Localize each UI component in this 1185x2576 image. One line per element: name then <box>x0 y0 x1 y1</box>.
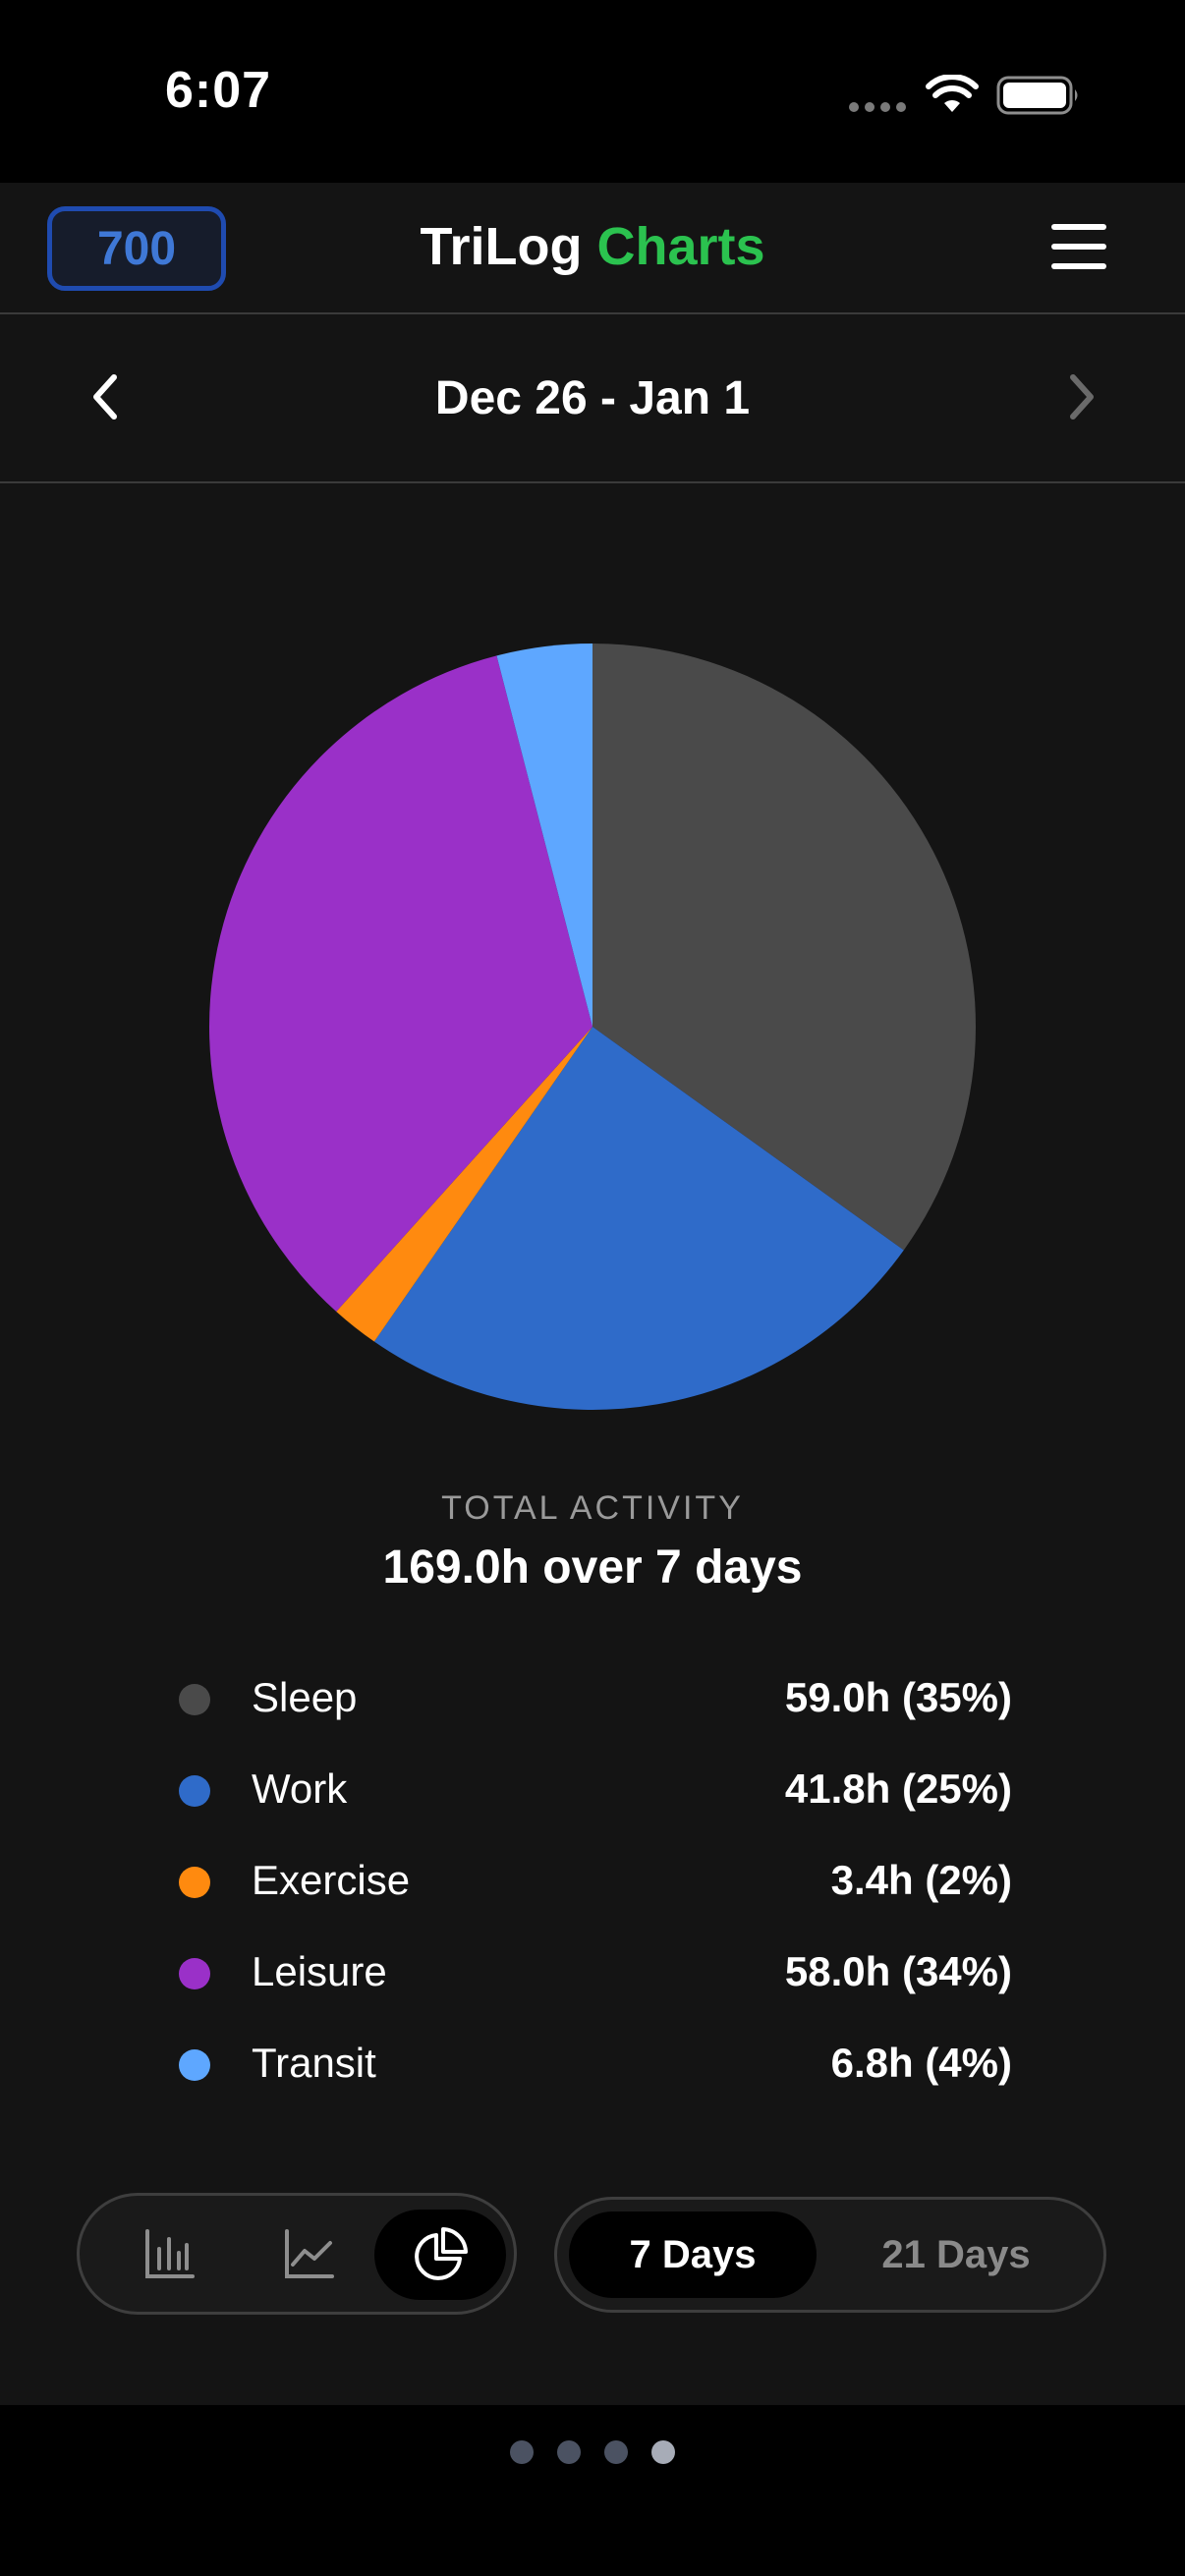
pie-slice-leisure <box>209 655 592 1312</box>
range-21-days-button[interactable]: 21 Days <box>881 2232 1031 2276</box>
line-chart-icon <box>285 2229 334 2278</box>
legend-dot <box>179 1958 210 1989</box>
battery-icon <box>996 76 1078 115</box>
pie-slice-sleep <box>592 644 976 1251</box>
legend-value: 41.8h (25%) <box>784 1765 1012 1812</box>
legend-value: 59.0h (35%) <box>784 1674 1012 1720</box>
bar-chart-button[interactable] <box>103 2210 235 2300</box>
legend-name: Transit <box>252 2040 376 2086</box>
bar-chart-icon <box>145 2229 195 2278</box>
page-dot[interactable] <box>510 2440 534 2464</box>
line-chart-button[interactable] <box>243 2210 374 2300</box>
app-title: TriLog Charts <box>0 216 1185 277</box>
legend-dot <box>179 1775 210 1807</box>
legend-name: Work <box>252 1765 348 1812</box>
status-time: 6:07 <box>165 62 272 119</box>
range-7-days-button[interactable]: 7 Days <box>569 2212 817 2298</box>
hamburger-menu-icon[interactable] <box>1051 224 1106 269</box>
pie-slice-work <box>373 1027 904 1410</box>
page-indicator <box>0 2405 1185 2576</box>
pie-slice-exercise <box>336 1027 592 1342</box>
chevron-right-icon[interactable] <box>1057 367 1104 426</box>
legend-item-exercise: Exercise 3.4h (2%) <box>167 1835 1012 1927</box>
app-title-accent: Charts <box>596 217 765 276</box>
legend-name: Sleep <box>252 1674 358 1720</box>
chart-type-selector <box>77 2193 517 2315</box>
page-dot-active[interactable] <box>651 2440 675 2464</box>
total-activity-value: 169.0h over 7 days <box>382 1541 803 1594</box>
date-range-label: Dec 26 - Jan 1 <box>434 372 751 424</box>
pie-chart-icon <box>415 2227 468 2280</box>
legend-item-sleep: Sleep 59.0h (35%) <box>167 1652 1012 1744</box>
cellular-signal-icon <box>849 102 908 114</box>
pie-slice-transit <box>496 644 592 1027</box>
main-content: TOTAL ACTIVITY 169.0h over 7 days Sleep … <box>0 483 1185 2405</box>
chevron-left-icon[interactable] <box>83 367 130 426</box>
score-badge[interactable]: 700 <box>47 206 226 291</box>
wifi-icon <box>926 75 979 112</box>
page-dot[interactable] <box>557 2440 581 2464</box>
legend-item-work: Work 41.8h (25%) <box>167 1744 1012 1835</box>
legend-name: Exercise <box>252 1857 411 1903</box>
legend-item-leisure: Leisure 58.0h (34%) <box>167 1927 1012 2018</box>
app-title-main: TriLog <box>420 217 583 276</box>
legend-item-transit: Transit 6.8h (4%) <box>167 2018 1012 2109</box>
legend-name: Leisure <box>252 1948 387 1994</box>
total-activity-label: TOTAL ACTIVITY <box>441 1489 744 1527</box>
legend-value: 58.0h (34%) <box>784 1948 1012 1994</box>
pie-chart <box>209 644 976 1410</box>
legend-value: 3.4h (2%) <box>830 1857 1012 1903</box>
legend-dot <box>179 1684 210 1715</box>
page-dot[interactable] <box>604 2440 628 2464</box>
date-navigation: Dec 26 - Jan 1 <box>0 314 1185 483</box>
pie-chart-button[interactable] <box>374 2210 506 2300</box>
legend-dot <box>179 2049 210 2081</box>
range-selector: 7 Days 21 Days <box>554 2197 1106 2313</box>
status-bar: 6:07 <box>0 0 1185 183</box>
legend-dot <box>179 1867 210 1898</box>
legend-value: 6.8h (4%) <box>830 2040 1012 2086</box>
app-header: 700 TriLog Charts <box>0 183 1185 314</box>
legend: Sleep 59.0h (35%) Work 41.8h (25%) Exerc… <box>167 1652 1012 2109</box>
